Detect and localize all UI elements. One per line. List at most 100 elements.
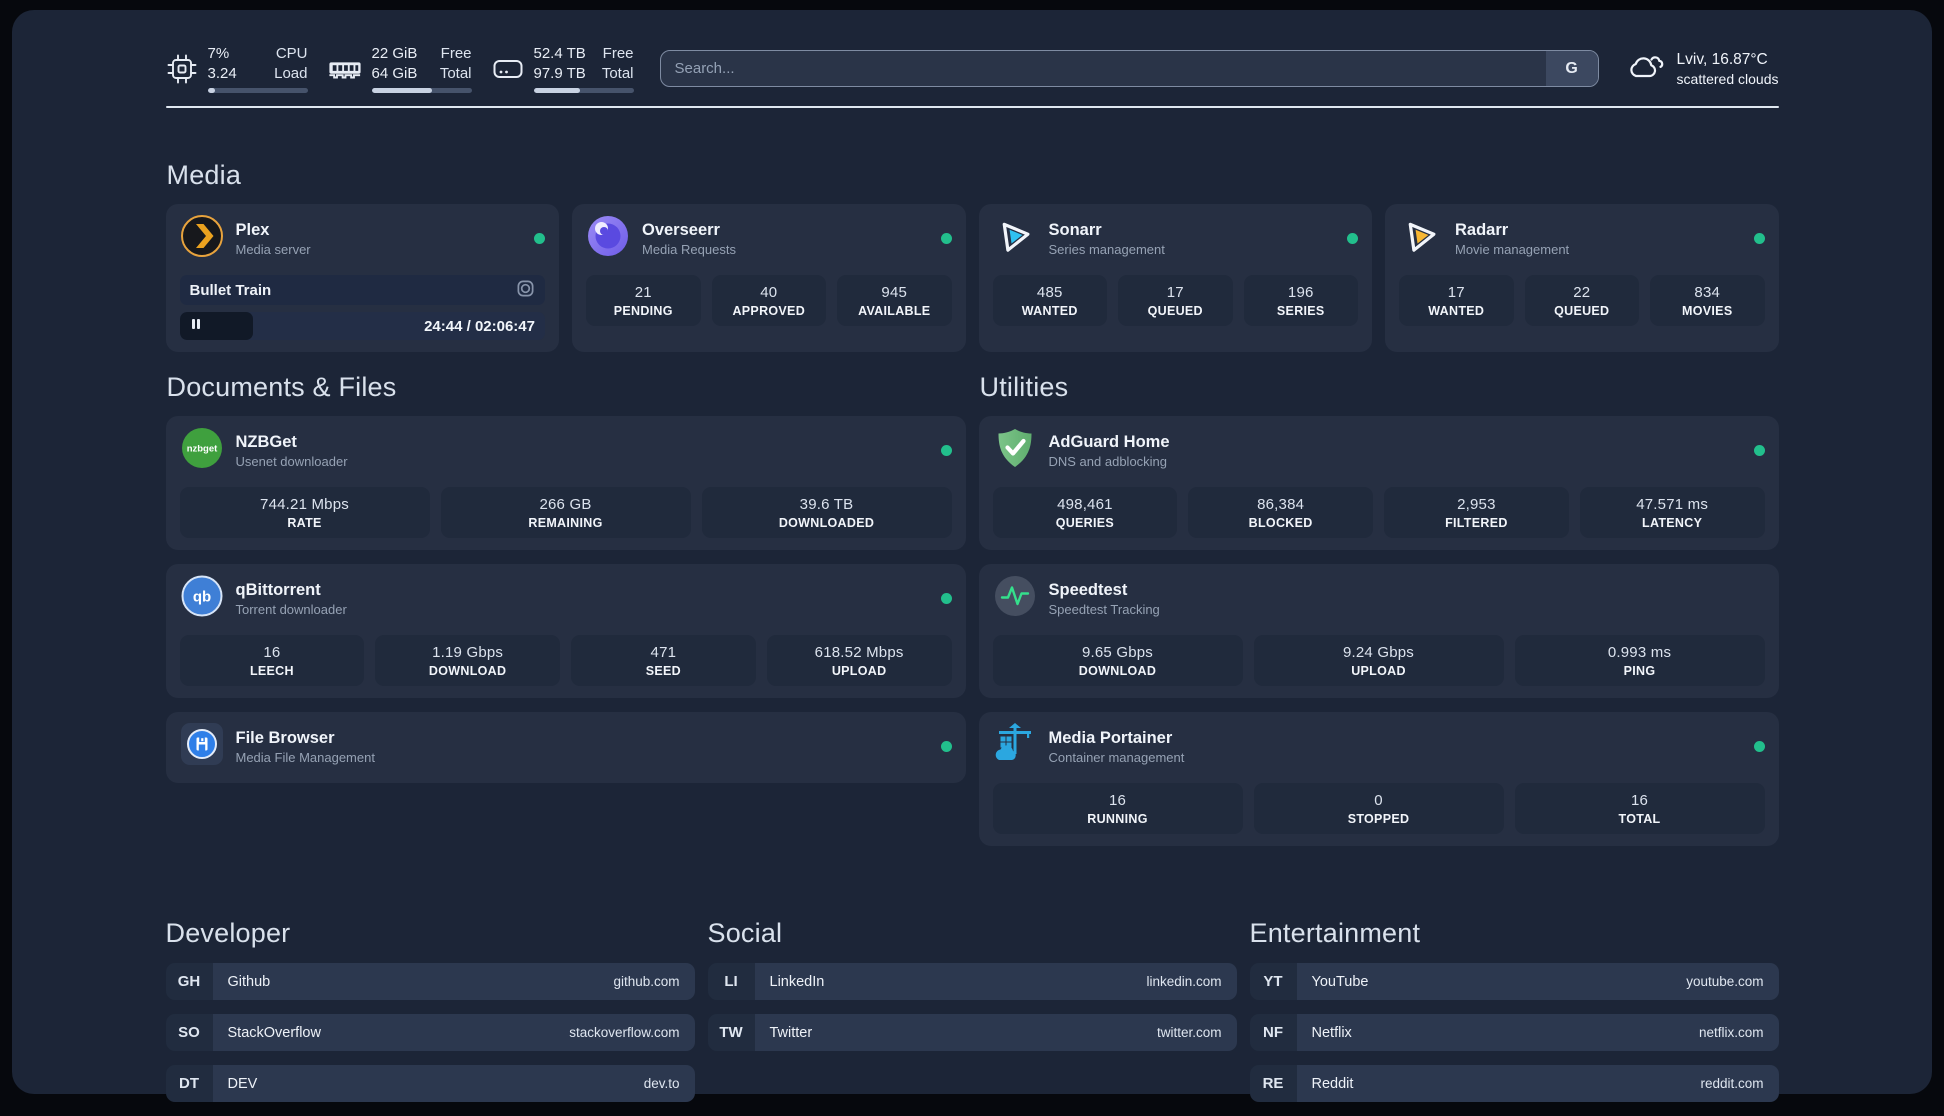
radarr-icon <box>1399 214 1443 263</box>
playback-progress-fill <box>180 312 253 340</box>
status-indicator <box>1347 233 1358 244</box>
service-subtitle: Movie management <box>1455 242 1569 257</box>
weather-widget[interactable]: Lviv, 16.87°C scattered clouds <box>1625 50 1779 87</box>
cloud-icon <box>1625 50 1665 87</box>
ram-total-value: 64 GiB <box>372 64 418 84</box>
link-name: LinkedIn <box>770 974 825 990</box>
link-url: reddit.com <box>1700 1076 1763 1091</box>
svg-text:qb: qb <box>192 589 210 606</box>
speedtest-pulse-icon <box>993 574 1037 623</box>
service-name: NZBGet <box>236 433 348 452</box>
link-abbr: YT <box>1250 963 1297 1000</box>
section-title-utilities: Utilities <box>980 372 1779 403</box>
link-name: Twitter <box>770 1025 813 1041</box>
disk-stat-group: 52.4 TB Free 97.9 TB Total <box>492 44 634 93</box>
service-subtitle: Media File Management <box>236 750 375 765</box>
link-linkedin[interactable]: LI LinkedIn linkedin.com <box>708 963 1237 1000</box>
link-netflix[interactable]: NF Netflix netflix.com <box>1250 1014 1779 1051</box>
disk-label-top: Free <box>603 44 634 64</box>
status-indicator <box>534 233 545 244</box>
link-url: youtube.com <box>1686 974 1763 989</box>
service-subtitle: Media server <box>236 242 311 257</box>
cpu-usage-value: 7% <box>208 44 230 64</box>
link-url: linkedin.com <box>1146 974 1221 989</box>
ram-free-value: 22 GiB <box>372 44 418 64</box>
disk-total-value: 97.9 TB <box>534 64 586 84</box>
svg-text:nzbget: nzbget <box>186 444 217 455</box>
section-title-documents: Documents & Files <box>167 372 966 403</box>
qbittorrent-icon: qb <box>180 574 224 623</box>
status-indicator <box>941 741 952 752</box>
disk-free-value: 52.4 TB <box>534 44 586 64</box>
link-name: StackOverflow <box>228 1025 321 1041</box>
search-input[interactable] <box>661 51 1546 86</box>
link-name: Github <box>228 974 271 990</box>
link-url: netflix.com <box>1699 1025 1764 1040</box>
disk-progress-track <box>534 88 634 93</box>
plex-icon <box>180 214 224 263</box>
service-subtitle: Series management <box>1049 242 1165 257</box>
link-name: DEV <box>228 1076 258 1092</box>
link-abbr: RE <box>1250 1065 1297 1102</box>
service-subtitle: Usenet downloader <box>236 454 348 469</box>
now-playing-row: Bullet Train <box>180 275 546 305</box>
section-title-entertainment: Entertainment <box>1250 918 1779 949</box>
utilities-section: Utilities AdGuard <box>979 352 1779 860</box>
now-playing-title: Bullet Train <box>190 282 272 299</box>
sonarr-icon <box>993 214 1037 263</box>
disk-label-bottom: Total <box>602 64 634 84</box>
social-links-section: Social LI LinkedIn linkedin.com TW Twitte… <box>708 918 1237 1065</box>
weather-condition: scattered clouds <box>1677 71 1779 87</box>
ram-progress-track <box>372 88 472 93</box>
ram-progress-fill <box>372 88 432 93</box>
section-title-social: Social <box>708 918 1237 949</box>
nzbget-card[interactable]: nzbget NZBGet Usenet downloader 744.21 M… <box>166 416 966 550</box>
playback-time: 24:44 / 02:06:47 <box>424 318 545 335</box>
movie-camera-icon <box>516 279 535 302</box>
link-abbr: LI <box>708 963 755 1000</box>
plex-card[interactable]: Plex Media server Bullet Train <box>166 204 560 352</box>
header-divider <box>166 106 1779 108</box>
link-abbr: NF <box>1250 1014 1297 1051</box>
status-indicator <box>1754 741 1765 752</box>
filebrowser-card[interactable]: File Browser Media File Management <box>166 712 966 783</box>
link-abbr: GH <box>166 963 213 1000</box>
cpu-progress-fill <box>208 88 215 93</box>
link-abbr: DT <box>166 1065 213 1102</box>
status-indicator <box>1754 233 1765 244</box>
link-name: Netflix <box>1312 1025 1352 1041</box>
cpu-icon <box>166 53 198 85</box>
service-name: File Browser <box>236 729 375 748</box>
link-abbr: SO <box>166 1014 213 1051</box>
adguard-shield-icon <box>993 426 1037 475</box>
search-provider-button[interactable]: G <box>1546 51 1598 86</box>
